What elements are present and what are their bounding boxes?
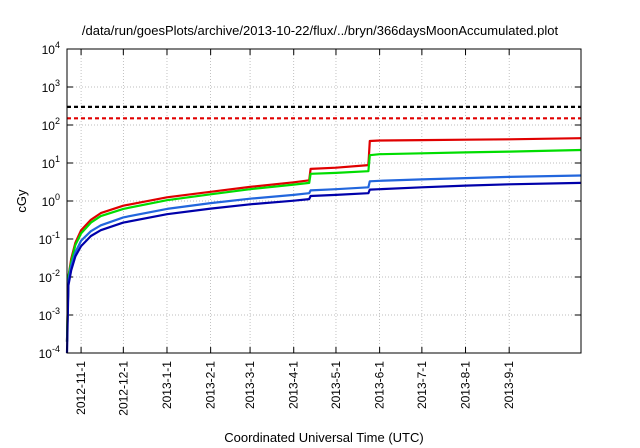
series-line-3 [65, 174, 582, 342]
x-tick-label: 2013-8-1 [459, 361, 473, 409]
grid [67, 48, 581, 354]
series-line-1 [65, 137, 582, 342]
y-tick-label: 10-1 [39, 230, 60, 247]
y-tick-label: 10-3 [39, 306, 60, 323]
x-axis-label: Coordinated Universal Time (UTC) [224, 430, 423, 445]
x-tick-label: 2012-11-1 [74, 361, 88, 415]
series-line-2 [65, 148, 582, 342]
series-line-4 [65, 181, 582, 354]
y-axis-label: cGy [14, 189, 29, 213]
y-tick-label: 100 [42, 192, 60, 209]
x-tick-label: 2013-4-1 [287, 361, 301, 409]
y-tick-label: 10-4 [39, 344, 60, 361]
x-tick-label: 2013-1-1 [160, 361, 174, 409]
plot-frame [66, 48, 582, 354]
chart-title: /data/run/goesPlots/archive/2013-10-22/f… [82, 23, 559, 38]
y-tick-label: 101 [42, 154, 60, 171]
y-tick-label: 103 [42, 78, 60, 95]
x-tick-label: 2013-6-1 [373, 361, 387, 409]
y-tick-labels: 10-4 10-3 10-2 10-1 100 101 102 103 104 [39, 40, 60, 361]
x-tick-label: 2012-12-1 [116, 361, 130, 416]
x-tick-label: 2013-5-1 [329, 361, 343, 409]
x-tick-label: 2013-7-1 [415, 361, 429, 409]
x-tick-label: 2013-3-1 [243, 361, 257, 409]
series-layer [65, 105, 582, 354]
x-tick-label: 2013-9-1 [502, 361, 516, 409]
x-tick-label: 2013-2-1 [204, 361, 218, 409]
x-tick-labels: 2012-11-1 2012-12-1 2013-1-1 2013-2-1 2013-3… [74, 361, 516, 416]
y-tick-label: 102 [42, 116, 60, 133]
y-tick-label: 104 [42, 40, 60, 57]
y-tick-label: 10-2 [39, 268, 60, 285]
